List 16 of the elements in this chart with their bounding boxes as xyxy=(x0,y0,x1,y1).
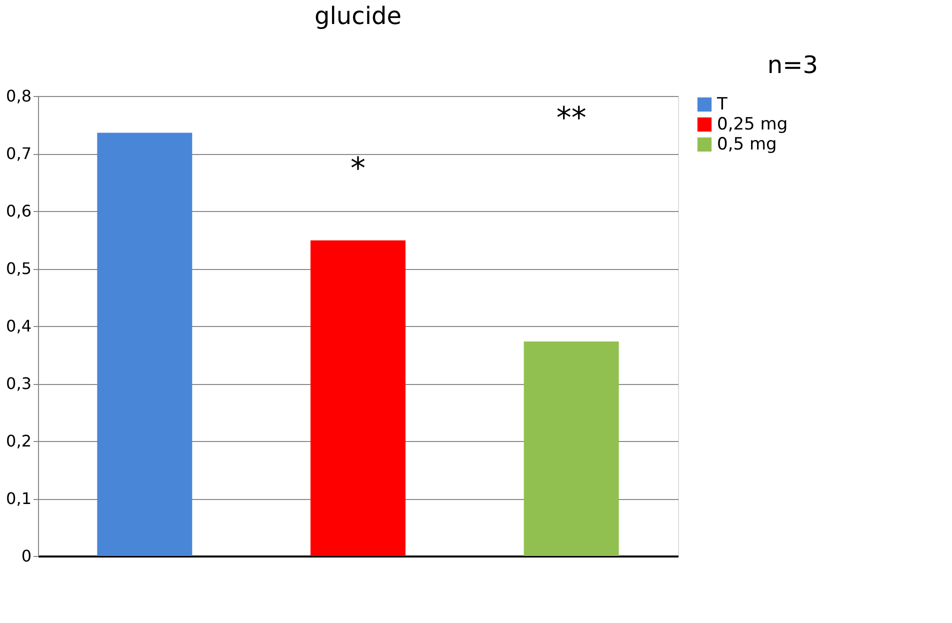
annotation: * xyxy=(350,152,366,187)
y-tick-label: 0,6 xyxy=(6,202,32,220)
chart-title: glucide xyxy=(314,2,402,30)
legend-label: 0,25 mg xyxy=(717,114,788,134)
legend-label: T xyxy=(716,94,728,114)
legend-label: 0,5 mg xyxy=(717,134,777,154)
y-tick-label: 0 xyxy=(21,546,32,566)
y-tick-label: 0,7 xyxy=(6,144,32,163)
annotation: ** xyxy=(556,101,586,136)
y-tick-label: 0,5 xyxy=(6,259,32,278)
y-tick-label: 0,8 xyxy=(6,86,32,106)
y-tick-label: 0,3 xyxy=(6,374,32,393)
y-tick-label: 0,4 xyxy=(6,316,32,336)
y-tick-label: 0,2 xyxy=(6,432,32,450)
y-tick-label: 0,1 xyxy=(6,489,32,508)
text: n=3 xyxy=(767,51,818,79)
